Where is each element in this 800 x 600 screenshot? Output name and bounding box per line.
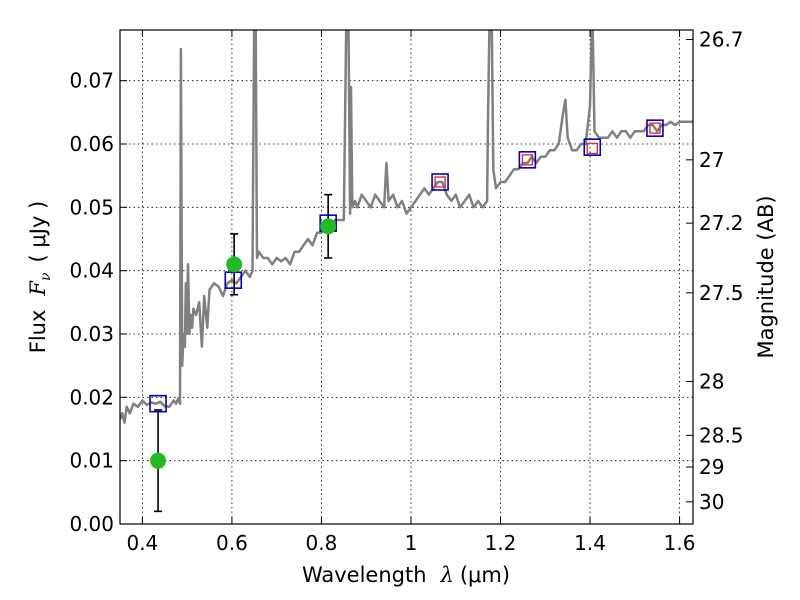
y-axis-label-unit: ( μJy ) xyxy=(26,201,50,263)
y-tick-label: 0.04 xyxy=(69,259,114,283)
x-tick-label: 1 xyxy=(405,531,418,555)
y-axis-label: Flux Fν ( μJy ) xyxy=(26,201,54,353)
small-photometry-markers xyxy=(434,122,661,188)
y-tick-label: 0.07 xyxy=(69,69,114,93)
right-tick-label: 27.5 xyxy=(699,281,744,305)
small-photometry-square xyxy=(586,142,598,155)
right-tick-label: 27 xyxy=(699,148,724,172)
observed-point xyxy=(226,256,243,273)
y-tick-label: 0.02 xyxy=(69,385,114,409)
model-spectrum-line xyxy=(120,30,693,424)
small-photometry-square xyxy=(521,154,534,166)
right-tick-label: 27.2 xyxy=(699,211,744,235)
y-axis-label-subscript: ν xyxy=(38,272,54,281)
x-tick-label: 0.4 xyxy=(126,531,158,555)
y-tick-label: 0.05 xyxy=(69,195,114,219)
right-tick-label: 26.7 xyxy=(699,28,744,52)
right-tick-label: 28 xyxy=(699,370,724,394)
plot-frame xyxy=(119,29,694,525)
grid-lines xyxy=(120,30,693,524)
right-tick-label: 28.5 xyxy=(699,423,744,447)
observed-point xyxy=(150,452,167,469)
model-photometry-square xyxy=(583,138,602,156)
y-tick-label: 0.01 xyxy=(69,449,114,473)
y-axis-label-prefix: Flux xyxy=(26,310,50,354)
x-axis-label-symbol: λ xyxy=(440,563,454,587)
x-tick-label: 1.6 xyxy=(664,531,696,555)
model-photometry-square xyxy=(646,119,664,137)
model-photometry-square xyxy=(149,394,167,413)
small-photometry-square xyxy=(649,122,661,134)
right-tick-label: 29 xyxy=(699,455,724,479)
x-tick-label: 0.6 xyxy=(216,531,248,555)
x-tick-label: 1.2 xyxy=(485,531,517,555)
x-axis-label-prefix: Wavelength xyxy=(302,563,427,587)
right-tick-label: 30 xyxy=(699,490,724,514)
right-ticks: 26.7 27 27.2 27.5 28 28.5 29 30 xyxy=(686,28,744,514)
x-ticks: 0.4 0.6 0.8 1 1.2 1.4 1.6 xyxy=(126,30,695,555)
x-axis-label: Wavelength λ (μm) xyxy=(302,563,510,587)
model-photometry-square xyxy=(518,151,537,169)
y-axis-label-symbol: F xyxy=(26,280,50,297)
model-photometry-square xyxy=(431,173,449,191)
y-ticks: 0.00 0.01 0.02 0.03 0.04 0.05 0.06 0.07 xyxy=(69,69,127,536)
small-photometry-square xyxy=(434,176,446,188)
x-tick-label: 1.4 xyxy=(574,531,606,555)
y-tick-label: 0.03 xyxy=(69,322,114,346)
y-tick-label: 0.06 xyxy=(69,132,114,156)
observed-markers xyxy=(150,218,337,469)
x-tick-label: 0.8 xyxy=(306,531,338,555)
y-tick-label: 0.00 xyxy=(69,512,114,536)
observed-point xyxy=(320,218,337,235)
right-axis-label: Magnitude (AB) xyxy=(754,195,778,358)
x-axis-label-unit: (μm) xyxy=(460,563,510,587)
